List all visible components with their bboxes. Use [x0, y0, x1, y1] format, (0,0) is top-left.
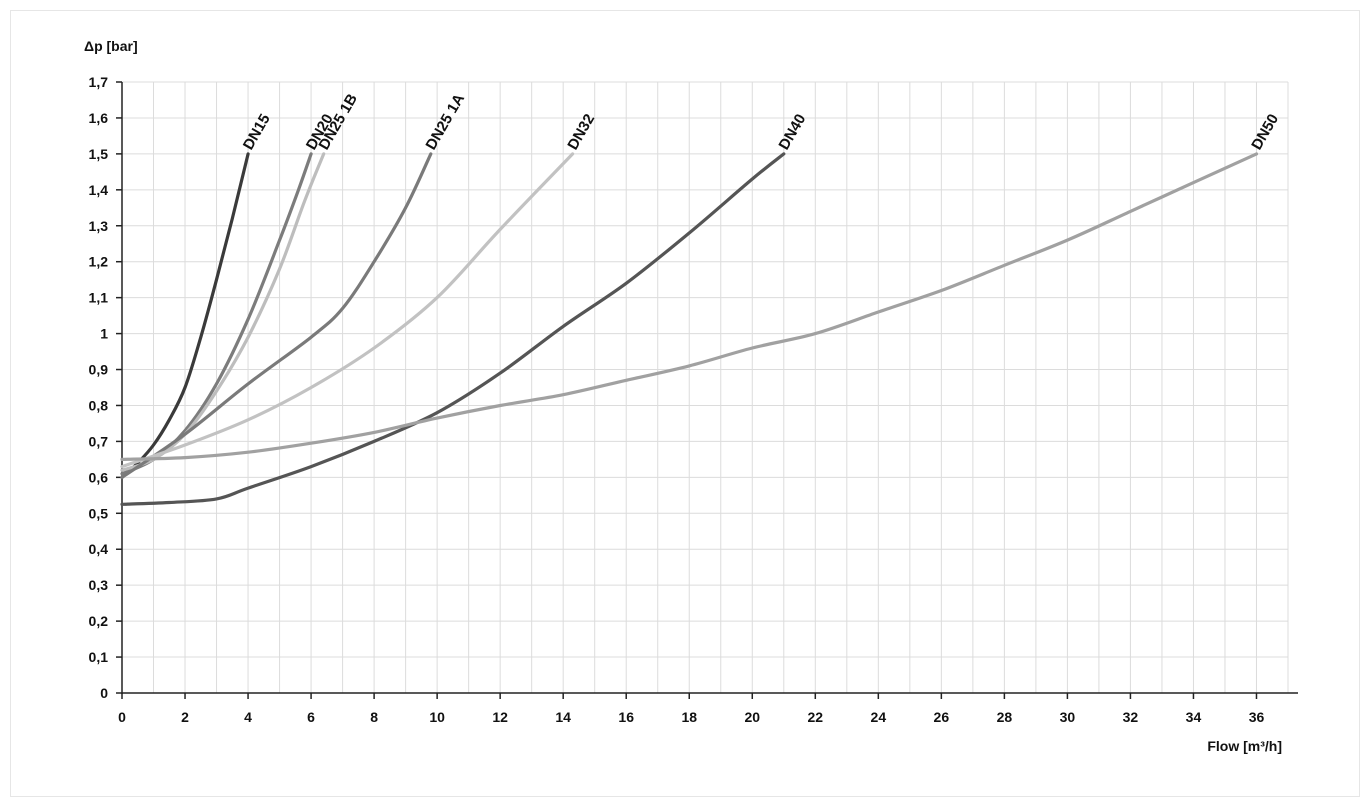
x-tick-label: 6 — [307, 709, 315, 725]
x-tick-label: 20 — [744, 709, 760, 725]
series-label-dn15: DN15 — [240, 111, 274, 153]
series-lines — [120, 152, 1259, 506]
y-tick-label: 1,3 — [89, 218, 109, 234]
y-tick-label: 0,9 — [89, 362, 109, 378]
x-tick-label: 2 — [181, 709, 189, 725]
y-axis-title: Δp [bar] — [84, 38, 138, 54]
series-label-dn25-1a: DN25 1A — [423, 91, 469, 153]
x-tick-label: 4 — [244, 709, 252, 725]
y-tick-label: 0,2 — [89, 613, 109, 629]
axes: 0 0,1 0,2 0,3 0,4 0,5 0,6 0,7 0,8 0,9 1 1,1 1,2 1,3 1,… — [89, 74, 1298, 725]
series-line-dn25-1a — [120, 152, 433, 479]
series-label-dn40: DN40 — [776, 111, 810, 153]
series-line-dn40 — [120, 152, 786, 506]
y-tick-label: 0 — [100, 685, 108, 701]
y-tick-label: 1,4 — [89, 182, 109, 198]
series-line-dn32 — [120, 152, 575, 469]
x-tick-label: 8 — [370, 709, 378, 725]
x-axis-title: Flow [m³/h] — [1207, 738, 1282, 754]
x-tick-label: 26 — [934, 709, 950, 725]
series-line-dn50 — [120, 152, 1259, 461]
y-tick-label: 1,2 — [89, 254, 109, 270]
x-tick-label: 22 — [808, 709, 824, 725]
x-tick-label: 16 — [618, 709, 634, 725]
y-tick-label: 0,8 — [89, 397, 109, 413]
series-label-dn50: DN50 — [1248, 111, 1282, 153]
y-tick-label: 1 — [100, 326, 108, 342]
y-tick-label: 0,1 — [89, 649, 109, 665]
y-tick-label: 0,5 — [89, 505, 109, 521]
x-tick-label: 36 — [1249, 709, 1265, 725]
x-tick-label: 28 — [997, 709, 1013, 725]
y-tick-label: 0,3 — [89, 577, 109, 593]
y-tick-label: 1,5 — [89, 146, 109, 162]
y-tick-label: 0,6 — [89, 469, 109, 485]
y-tick-label: 1,6 — [89, 110, 109, 126]
x-tick-label: 30 — [1060, 709, 1076, 725]
y-tick-label: 1,7 — [89, 74, 109, 90]
y-tick-label: 1,1 — [89, 290, 109, 306]
grid-lines — [122, 81, 1289, 693]
x-tick-label: 14 — [555, 709, 571, 725]
x-tick-label: 34 — [1186, 709, 1202, 725]
series-label-dn32: DN32 — [564, 111, 598, 153]
x-tick-label: 24 — [871, 709, 887, 725]
x-tick-label: 18 — [681, 709, 697, 725]
x-tick-label: 0 — [118, 709, 126, 725]
x-tick-label: 10 — [429, 709, 445, 725]
y-tick-label: 0,7 — [89, 433, 109, 449]
chart-frame — [10, 10, 1360, 797]
x-tick-label: 12 — [492, 709, 508, 725]
x-tick-label: 32 — [1123, 709, 1139, 725]
y-tick-label: 0,4 — [89, 541, 109, 557]
